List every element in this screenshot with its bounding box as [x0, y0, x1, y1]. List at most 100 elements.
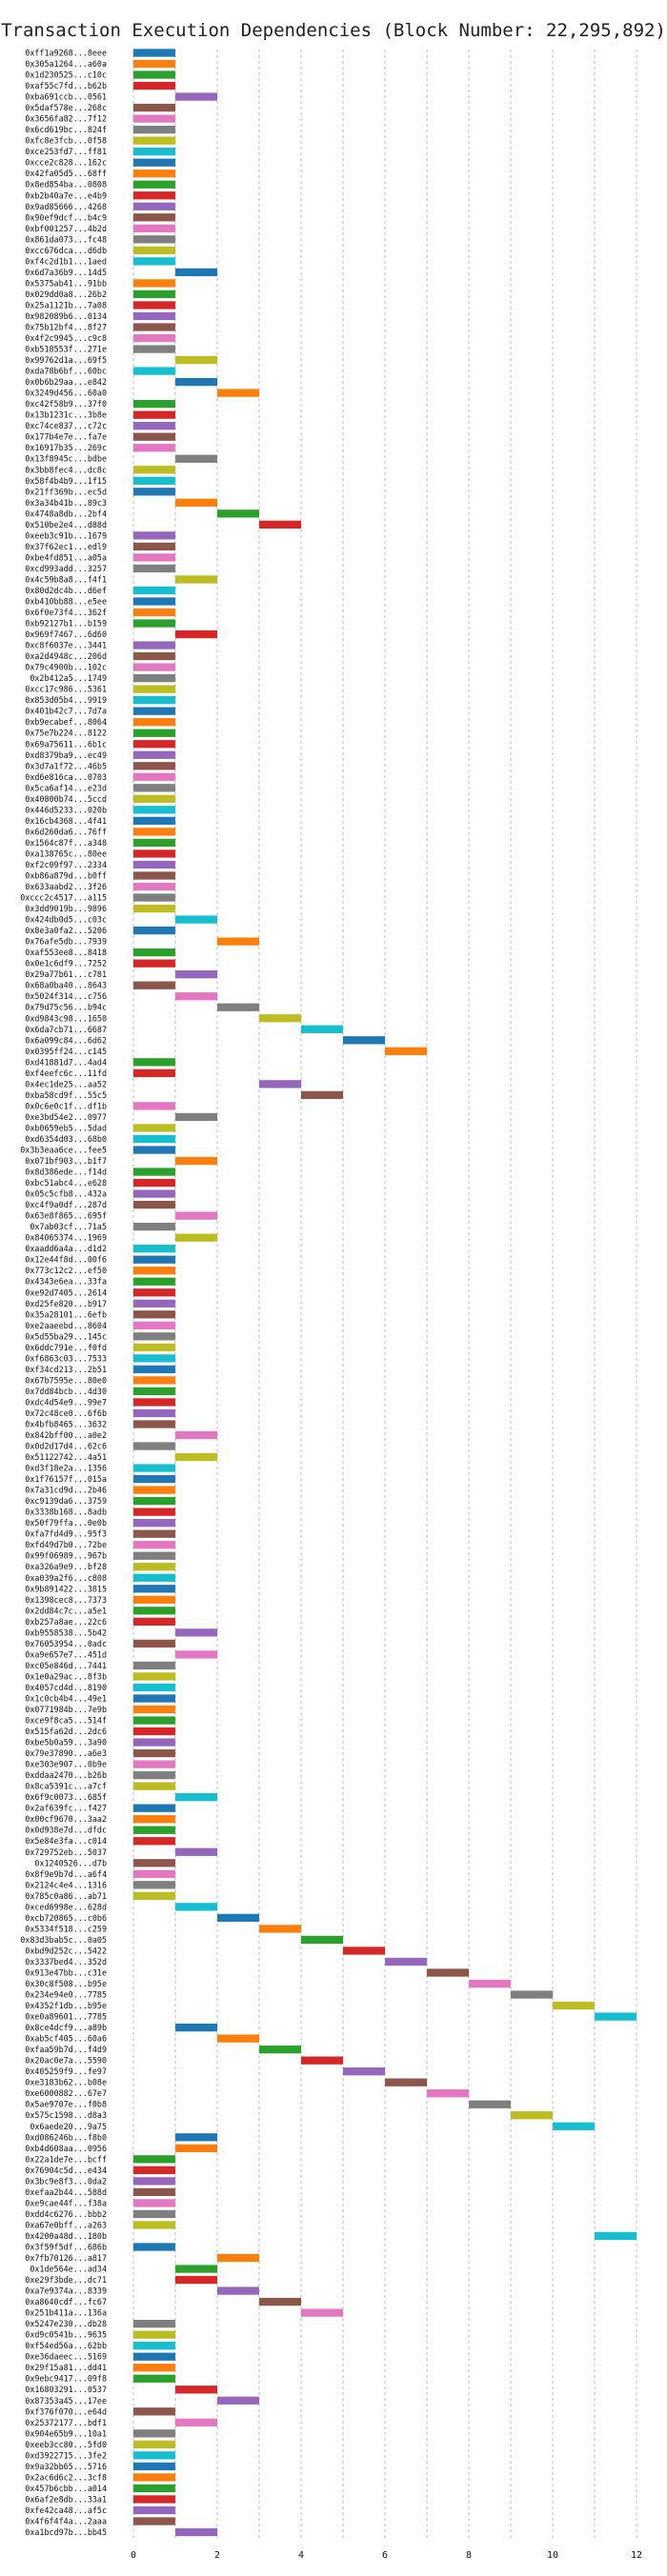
transaction-bar	[175, 377, 217, 387]
y-tick-label: 0x3338b168...8adb	[25, 1508, 107, 1517]
transaction-bar	[133, 2209, 175, 2219]
y-tick-label: 0xa7e9374a...8339	[25, 2286, 107, 2296]
transaction-bar	[133, 948, 175, 957]
transaction-bar	[343, 1947, 385, 1955]
transaction-bar	[133, 1508, 175, 1516]
transaction-bar	[133, 564, 175, 573]
transaction-bar	[301, 2308, 343, 2317]
y-tick-label: 0x424db0d5...c03c	[25, 915, 107, 925]
transaction-bar	[133, 1245, 175, 1253]
y-tick-label: 0xc42f58b9...37f0	[25, 399, 107, 409]
transaction-bar	[133, 1178, 175, 1188]
y-tick-label: 0x83d3bab5c...0a05	[20, 1935, 107, 1945]
transaction-bar	[301, 1935, 343, 1945]
transaction-bar	[133, 345, 175, 353]
transaction-bar	[133, 1585, 175, 1593]
y-tick-label: 0x35a28101...6efb	[25, 1309, 107, 1319]
transaction-bar	[133, 1068, 175, 1077]
y-tick-label: 0xfc8e3fcb...0f58	[25, 136, 107, 146]
transaction-bar	[133, 399, 175, 409]
transaction-bar	[175, 1211, 217, 1220]
transaction-bar	[133, 422, 175, 430]
y-tick-label: 0x6ddc791e...f0fd	[25, 1343, 107, 1352]
y-tick-label: 0x51122742...4a51	[25, 1452, 107, 1462]
transaction-bar	[385, 1957, 427, 1967]
transaction-bar	[133, 1760, 175, 1768]
transaction-bar	[133, 608, 175, 617]
transaction-bar	[133, 663, 175, 671]
y-tick-label: 0xbd9d252c...5422	[25, 1946, 107, 1955]
y-tick-label: 0x3bc9e8f3...0da2	[25, 2176, 107, 2186]
y-tick-label: 0x305a1264...a60a	[25, 59, 107, 69]
transaction-bar	[133, 191, 175, 200]
transaction-bar	[133, 1815, 175, 1824]
y-tick-label: 0x05c5cfb8...432a	[25, 1189, 107, 1199]
y-tick-label: 0x79e37890...a6e3	[25, 1748, 107, 1758]
transaction-bar	[175, 629, 217, 639]
transaction-bar	[301, 1025, 343, 1033]
transaction-bar	[133, 729, 175, 737]
transaction-bar	[133, 586, 175, 595]
y-tick-label: 0xaf553ee8...8418	[25, 948, 107, 957]
y-tick-label: 0x515fa62d...2dc6	[25, 1727, 107, 1736]
transaction-bar	[175, 2133, 217, 2142]
transaction-bar	[133, 673, 175, 683]
transaction-bar	[217, 1003, 259, 1011]
y-tick-label: 0x913e47bb...c31e	[25, 1967, 107, 1977]
transaction-bar	[175, 498, 217, 507]
y-tick-label: 0x4c59b8a8...f4f1	[25, 574, 107, 584]
transaction-bar	[175, 1112, 217, 1122]
y-tick-label: 0xbe4fd851...a05a	[25, 552, 107, 562]
y-tick-label: 0x3656fa82...7f12	[25, 114, 107, 124]
transaction-bar	[133, 1826, 175, 1834]
transaction-bar	[133, 1464, 175, 1472]
y-tick-label: 0x3249d456...60a0	[25, 389, 107, 398]
y-tick-label: 0x446d5233...020b	[25, 805, 107, 814]
y-tick-label: 0x84065374...1969	[25, 1233, 107, 1243]
y-tick-label: 0x0771984b...7e9b	[25, 1705, 107, 1714]
y-tick-label: 0xa326a9e9...bf28	[25, 1562, 107, 1571]
transaction-bar	[133, 1365, 175, 1374]
y-tick-label: 0x4200a48d...180b	[25, 2231, 107, 2241]
y-tick-label: 0x76053954...0adc	[25, 1639, 107, 1648]
transaction-bar	[133, 2352, 175, 2361]
y-tick-label: 0x2dd84c7c...a5e1	[25, 1606, 107, 1615]
transaction-bar	[133, 2484, 175, 2493]
transaction-bar	[133, 2364, 175, 2372]
y-tick-label: 0x0d2d17d4...62c6	[25, 1442, 107, 1451]
y-tick-label: 0x7ab03cf...71a5	[30, 1222, 107, 1231]
y-tick-label: 0x79d75c56...b94c	[25, 1003, 107, 1012]
transaction-bar	[133, 1782, 175, 1790]
y-tick-label: 0x25a1121b...7a08	[25, 300, 107, 310]
transaction-bar	[133, 1277, 175, 1286]
transaction-bar	[259, 1925, 301, 1933]
transaction-bar	[133, 1529, 175, 1538]
transaction-bar	[133, 2495, 175, 2504]
y-tick-label: 0x2124c4e4...1316	[25, 1880, 107, 1889]
y-tick-label: 0x6cd619bc...824f	[25, 125, 107, 134]
y-tick-label: 0xf54ed56a...62bb	[25, 2341, 107, 2350]
y-tick-label: 0x00cf9670...3aa2	[25, 1814, 107, 1824]
y-tick-label: 0x2af639fc...f427	[25, 1804, 107, 1813]
transaction-bar	[133, 333, 175, 343]
y-tick-label: 0x76904c5d...e434	[25, 2166, 107, 2175]
transaction-bar	[175, 1628, 217, 1637]
y-tick-label: 0x457b6cbb...a014	[25, 2484, 107, 2493]
y-tick-label: 0x4bfb8465...3632	[25, 1419, 107, 1428]
y-tick-label: 0x969f7467...6d60	[25, 629, 107, 639]
y-tick-label: 0x67b7595e...80e0	[25, 1375, 107, 1385]
y-tick-label: 0x99762d1a...69f5	[25, 355, 107, 365]
y-tick-label: 0x90ef9dcf...b4c9	[25, 212, 107, 222]
y-tick-label: 0x3f59f5df...686b	[25, 2242, 107, 2251]
transaction-bar	[133, 1146, 175, 1154]
y-tick-label: 0xf34cd213...2b51	[25, 1365, 107, 1374]
y-tick-label: 0xe0a89601...7785	[25, 2012, 107, 2022]
transaction-bar	[133, 59, 175, 69]
y-tick-label: 0xbf001257...4b2d	[25, 224, 107, 233]
transaction-bar	[133, 1343, 175, 1351]
y-tick-label: 0xb2b40a7e...e4b9	[25, 190, 107, 200]
y-tick-label: 0x1d230525...c10c	[25, 70, 107, 80]
transaction-bar	[133, 2440, 175, 2448]
transaction-bar	[133, 1299, 175, 1308]
